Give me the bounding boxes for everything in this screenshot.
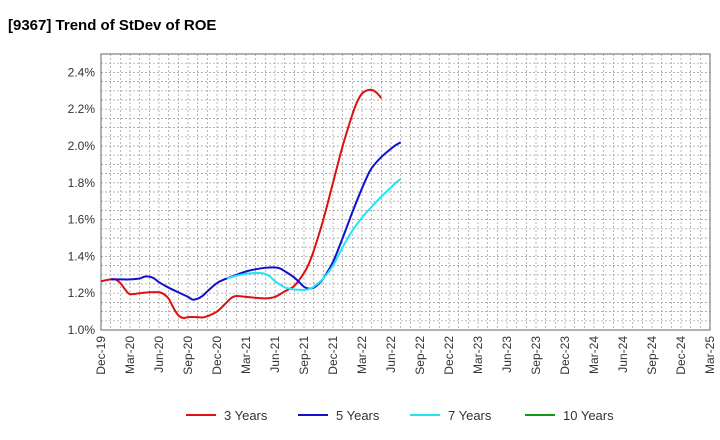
x-tick-label: Mar-24: [587, 336, 601, 374]
x-tick-label: Mar-22: [355, 336, 369, 374]
x-tick-label: Dec-21: [326, 336, 340, 375]
legend-label: 5 Years: [336, 408, 380, 423]
series-line-7-years: [226, 178, 402, 291]
x-tick-label: Sep-23: [529, 336, 543, 375]
x-tick-label: Dec-23: [558, 336, 572, 375]
x-tick-label: Dec-19: [94, 336, 108, 375]
legend-label: 3 Years: [224, 408, 268, 423]
y-tick-label: 2.4%: [68, 65, 96, 79]
x-tick-label: Mar-23: [471, 336, 485, 374]
series-line-3-years: [100, 88, 383, 320]
x-tick-label: Dec-20: [210, 336, 224, 375]
x-axis: Dec-19 Mar-20 Jun-20 Sep-20 Dec-20 Mar-21 Jun-…: [94, 336, 717, 375]
y-tick-label: 1.2%: [68, 286, 96, 300]
x-tick-label: Dec-24: [674, 336, 688, 375]
series-lines: [100, 88, 402, 320]
x-tick-label: Sep-20: [181, 336, 195, 375]
y-tick-label: 2.2%: [68, 102, 96, 116]
series-line-5-years: [110, 141, 402, 301]
x-tick-label: Mar-21: [239, 336, 253, 374]
x-tick-label: Jun-23: [500, 336, 514, 373]
x-tick-label: Jun-20: [152, 336, 166, 373]
y-tick-label: 1.6%: [68, 213, 96, 227]
x-tick-label: Dec-22: [442, 336, 456, 375]
x-tick-label: Sep-22: [413, 336, 427, 375]
y-tick-label: 1.8%: [68, 176, 96, 190]
x-tick-label: Mar-25: [703, 336, 717, 374]
legend-label: 7 Years: [448, 408, 492, 423]
legend: 3 Years 5 Years 7 Years 10 Years: [186, 408, 614, 423]
gridlines: [100, 54, 711, 330]
x-tick-label: Jun-21: [268, 336, 282, 373]
x-tick-label: Sep-24: [645, 336, 659, 375]
x-tick-label: Jun-22: [384, 336, 398, 373]
x-tick-label: Sep-21: [297, 336, 311, 375]
chart-title: [9367] Trend of StDev of ROE: [8, 17, 216, 34]
y-tick-label: 1.4%: [68, 249, 96, 263]
y-tick-label: 1.0%: [68, 323, 96, 337]
plot-area: [100, 53, 711, 331]
y-tick-label: 2.0%: [68, 139, 96, 153]
x-tick-label: Mar-20: [123, 336, 137, 374]
legend-label: 10 Years: [563, 408, 614, 423]
x-tick-label: Jun-24: [616, 336, 630, 373]
y-axis: 1.0% 1.2% 1.4% 1.6% 1.8% 2.0% 2.2% 2.4%: [68, 65, 96, 337]
